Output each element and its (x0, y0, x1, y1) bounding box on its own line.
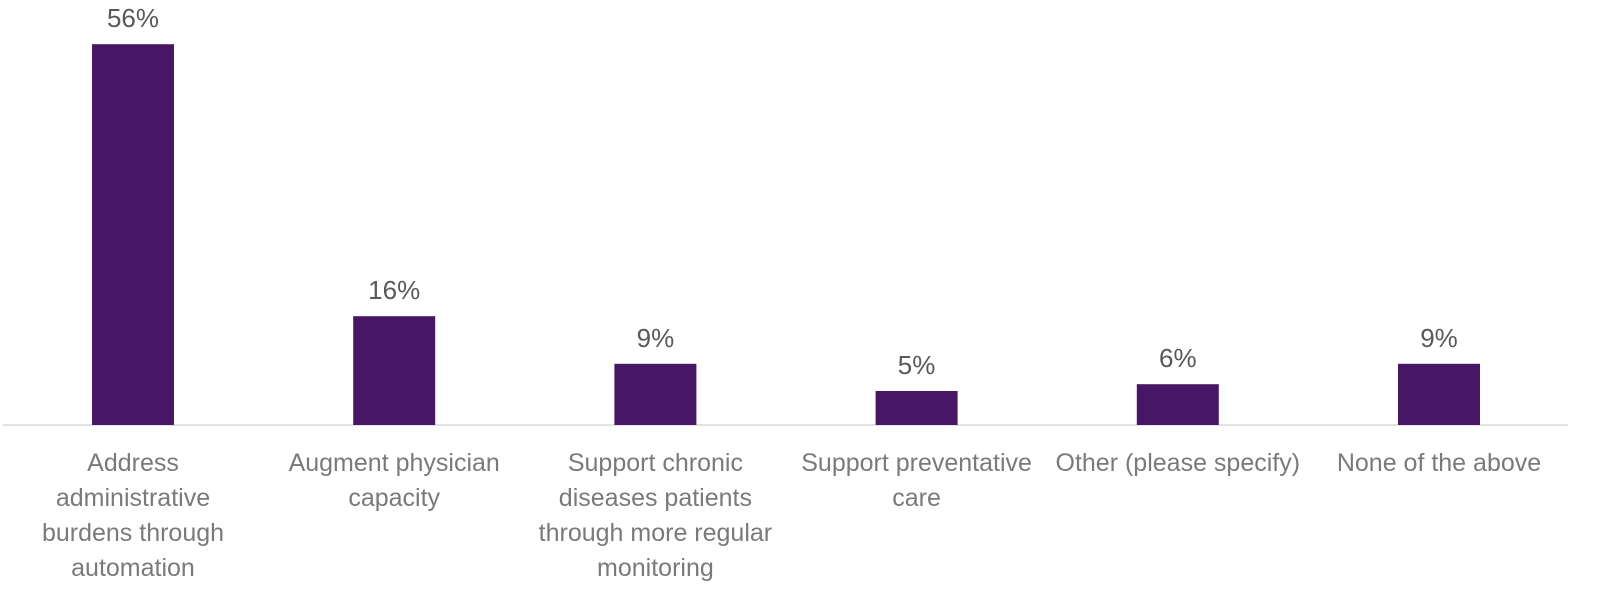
bar-value-label-0: 56% (107, 3, 159, 33)
bar-4 (1136, 384, 1219, 425)
bar-value-label-4: 6% (1159, 343, 1197, 373)
bar-3 (875, 391, 958, 425)
bar-value-label-1: 16% (368, 275, 420, 305)
bar-value-label-2: 9% (637, 323, 675, 353)
category-label-5-line-0: None of the above (1337, 449, 1541, 477)
bars-group (92, 44, 1480, 425)
category-label-2-line-0: Support chronic (568, 449, 743, 477)
category-label-1-line-1: capacity (348, 484, 440, 512)
category-label-4-line-0: Other (please specify) (1056, 449, 1301, 477)
category-label-0-line-2: burdens through (42, 519, 224, 547)
bar-0 (92, 44, 174, 425)
category-label-3-line-0: Support preventative (801, 449, 1032, 477)
category-label-0-line-1: administrative (56, 484, 210, 512)
value-labels-group: 56% 16% 9% 5% 6% 9% (107, 3, 1458, 380)
category-label-2-line-2: through more regular (539, 519, 772, 547)
category-label-0-line-3: automation (71, 554, 195, 582)
category-labels-group: Address administrative burdens through auto… (42, 449, 1541, 582)
category-label-1-line-0: Augment physician (289, 449, 500, 477)
bar-2 (614, 363, 697, 425)
bar-5 (1398, 363, 1480, 425)
category-label-2-line-1: diseases patients (559, 484, 752, 512)
bar-value-label-3: 5% (898, 350, 936, 380)
bar-value-label-5: 9% (1420, 323, 1458, 353)
category-label-0-line-0: Address (87, 449, 179, 477)
category-label-2-line-3: monitoring (597, 554, 714, 582)
bar-1 (353, 316, 436, 425)
category-label-3-line-1: care (892, 484, 941, 512)
